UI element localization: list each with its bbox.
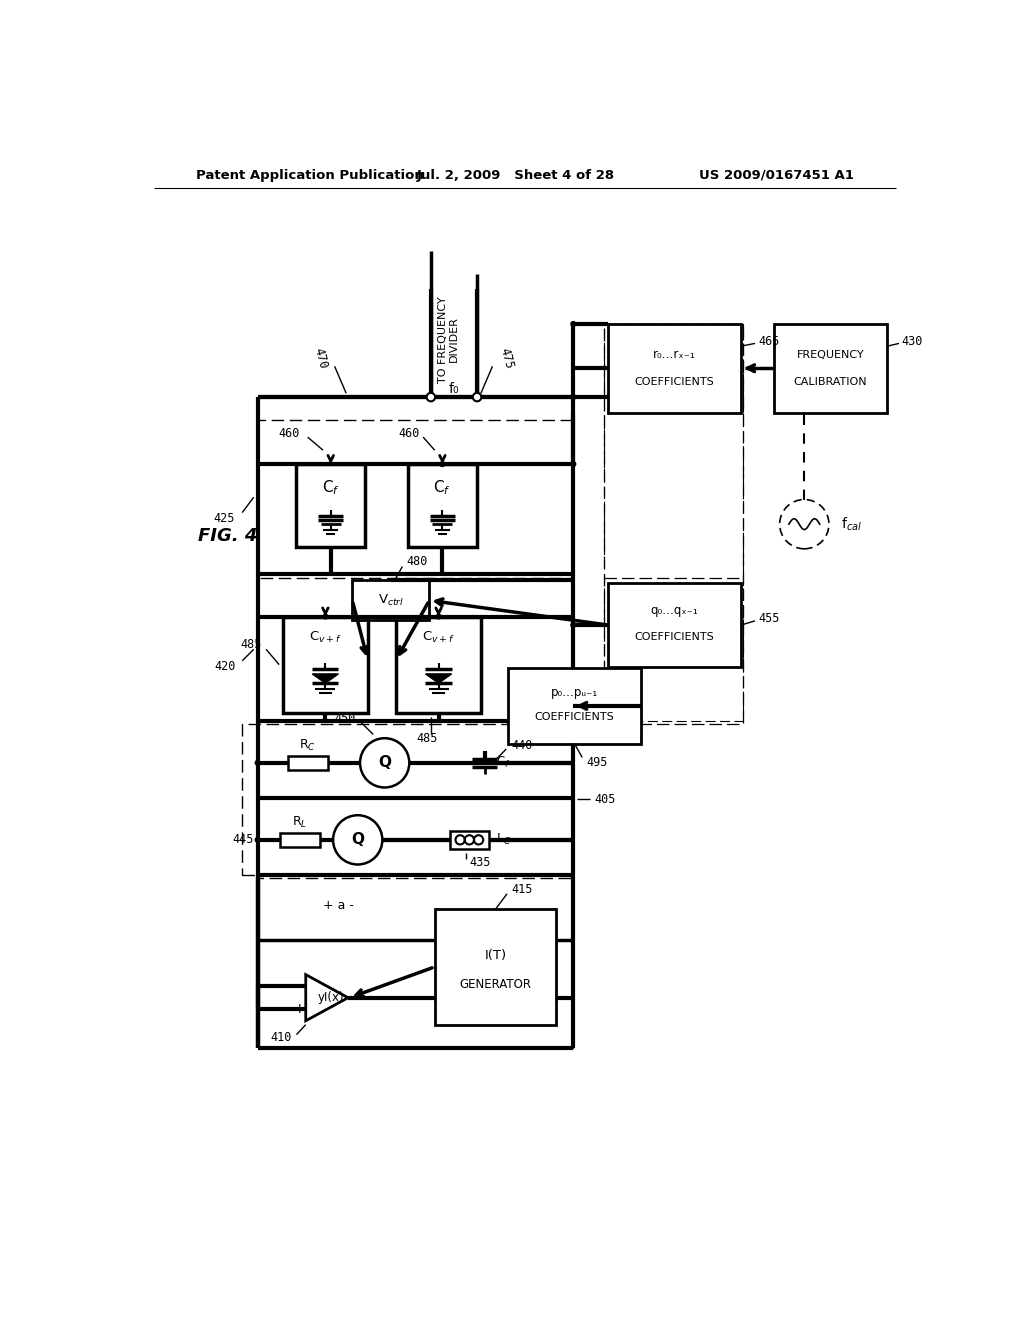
- Text: 485: 485: [240, 638, 261, 651]
- Text: f$_{cal}$: f$_{cal}$: [842, 515, 862, 533]
- Bar: [396, 616, 481, 713]
- Text: C$_f$: C$_f$: [496, 755, 510, 771]
- Text: 495: 495: [586, 755, 607, 768]
- Text: 450: 450: [334, 711, 355, 725]
- Text: 415: 415: [511, 883, 532, 896]
- Text: 465: 465: [758, 335, 779, 348]
- Text: p₀…pᵤ₋₁: p₀…pᵤ₋₁: [551, 686, 598, 698]
- Bar: [288, 756, 328, 770]
- Text: f₀: f₀: [449, 383, 459, 396]
- Text: r₀…rₓ₋₁: r₀…rₓ₋₁: [653, 348, 696, 362]
- Text: CALIBRATION: CALIBRATION: [794, 376, 867, 387]
- Text: Q: Q: [378, 755, 391, 771]
- Text: 460: 460: [279, 426, 300, 440]
- Text: q₀…qₓ₋₁: q₀…qₓ₋₁: [650, 603, 698, 616]
- Bar: [258, 420, 573, 574]
- Bar: [408, 465, 477, 548]
- Text: 410: 410: [270, 1031, 292, 1044]
- Circle shape: [570, 321, 577, 327]
- Text: US 2009/0167451 A1: US 2009/0167451 A1: [699, 169, 854, 182]
- Text: TO FREQUENCY: TO FREQUENCY: [438, 296, 449, 383]
- Text: 425: 425: [213, 512, 234, 525]
- Circle shape: [435, 614, 441, 619]
- Bar: [604, 323, 742, 725]
- Text: V$_{ctrl}$: V$_{ctrl}$: [378, 593, 403, 609]
- Text: C$_{v+f}$: C$_{v+f}$: [309, 630, 342, 645]
- Bar: [773, 323, 888, 412]
- Text: -: -: [297, 978, 302, 994]
- Text: 480: 480: [407, 556, 428, 569]
- Circle shape: [570, 622, 577, 628]
- Text: 435: 435: [469, 857, 490, 870]
- Text: FIG. 4: FIG. 4: [199, 527, 258, 545]
- Text: DIVIDER: DIVIDER: [449, 317, 459, 362]
- Circle shape: [255, 837, 261, 843]
- Bar: [243, 725, 573, 875]
- Bar: [608, 583, 741, 667]
- Bar: [352, 581, 429, 620]
- Text: 455: 455: [758, 612, 779, 624]
- Text: I(T): I(T): [484, 949, 507, 962]
- Text: 475: 475: [497, 347, 515, 371]
- Text: 445: 445: [232, 833, 254, 846]
- Text: R$_L$: R$_L$: [293, 814, 307, 830]
- Text: Jul. 2, 2009   Sheet 4 of 28: Jul. 2, 2009 Sheet 4 of 28: [417, 169, 614, 182]
- Bar: [258, 578, 573, 721]
- Circle shape: [323, 614, 329, 619]
- Text: L$_C$: L$_C$: [497, 833, 511, 847]
- Text: GENERATOR: GENERATOR: [460, 978, 531, 991]
- Text: +: +: [294, 1002, 305, 1016]
- Text: yI(x): yI(x): [317, 991, 344, 1005]
- Text: 430: 430: [901, 335, 923, 348]
- Circle shape: [570, 395, 577, 400]
- Text: COEFFICIENTS: COEFFICIENTS: [635, 376, 715, 387]
- Polygon shape: [312, 675, 339, 684]
- Text: R$_C$: R$_C$: [299, 738, 316, 752]
- Circle shape: [255, 760, 261, 766]
- Text: 440: 440: [511, 739, 532, 752]
- Text: 420: 420: [215, 660, 237, 673]
- Text: COEFFICIENTS: COEFFICIENTS: [635, 632, 715, 643]
- Circle shape: [570, 461, 577, 467]
- Bar: [283, 616, 368, 713]
- Circle shape: [439, 461, 445, 467]
- Text: 470: 470: [311, 347, 330, 371]
- Bar: [435, 909, 556, 1024]
- Text: C$_f$: C$_f$: [322, 478, 340, 496]
- Text: + a -: + a -: [323, 899, 354, 912]
- Text: Patent Application Publication: Patent Application Publication: [196, 169, 424, 182]
- Text: 460: 460: [398, 426, 419, 440]
- Text: 405: 405: [595, 793, 616, 807]
- Circle shape: [473, 393, 481, 401]
- Bar: [258, 878, 573, 1048]
- Bar: [508, 668, 641, 743]
- Text: FREQUENCY: FREQUENCY: [797, 350, 864, 360]
- Bar: [296, 465, 366, 548]
- Bar: [608, 323, 741, 412]
- Bar: [604, 323, 742, 721]
- Text: COEFFICIENTS: COEFFICIENTS: [535, 713, 614, 722]
- Bar: [451, 830, 488, 849]
- Text: C$_f$: C$_f$: [433, 478, 452, 496]
- Text: Q: Q: [351, 833, 365, 847]
- Bar: [280, 833, 319, 847]
- Text: C$_{v+f}$: C$_{v+f}$: [422, 630, 455, 645]
- Polygon shape: [425, 675, 452, 684]
- Circle shape: [427, 393, 435, 401]
- Text: 485: 485: [417, 733, 437, 746]
